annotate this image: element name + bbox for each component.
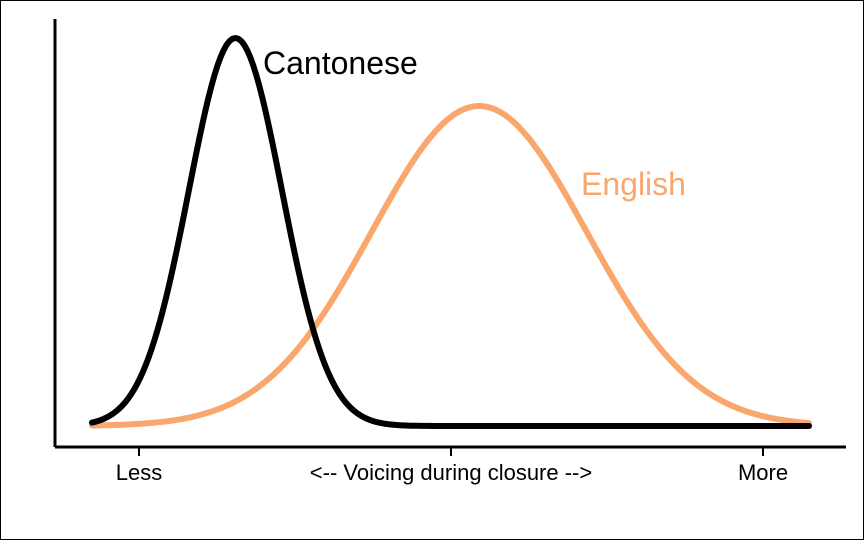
series-line-cantonese xyxy=(89,35,812,429)
series-line-english xyxy=(89,103,812,429)
x-tick-label-more: More xyxy=(738,460,788,485)
x-tick-label-less: Less xyxy=(116,460,162,485)
x-axis-label: <-- Voicing during closure --> xyxy=(310,460,592,485)
series-label-cantonese: Cantonese xyxy=(263,45,418,81)
series-label-english: English xyxy=(581,166,686,202)
